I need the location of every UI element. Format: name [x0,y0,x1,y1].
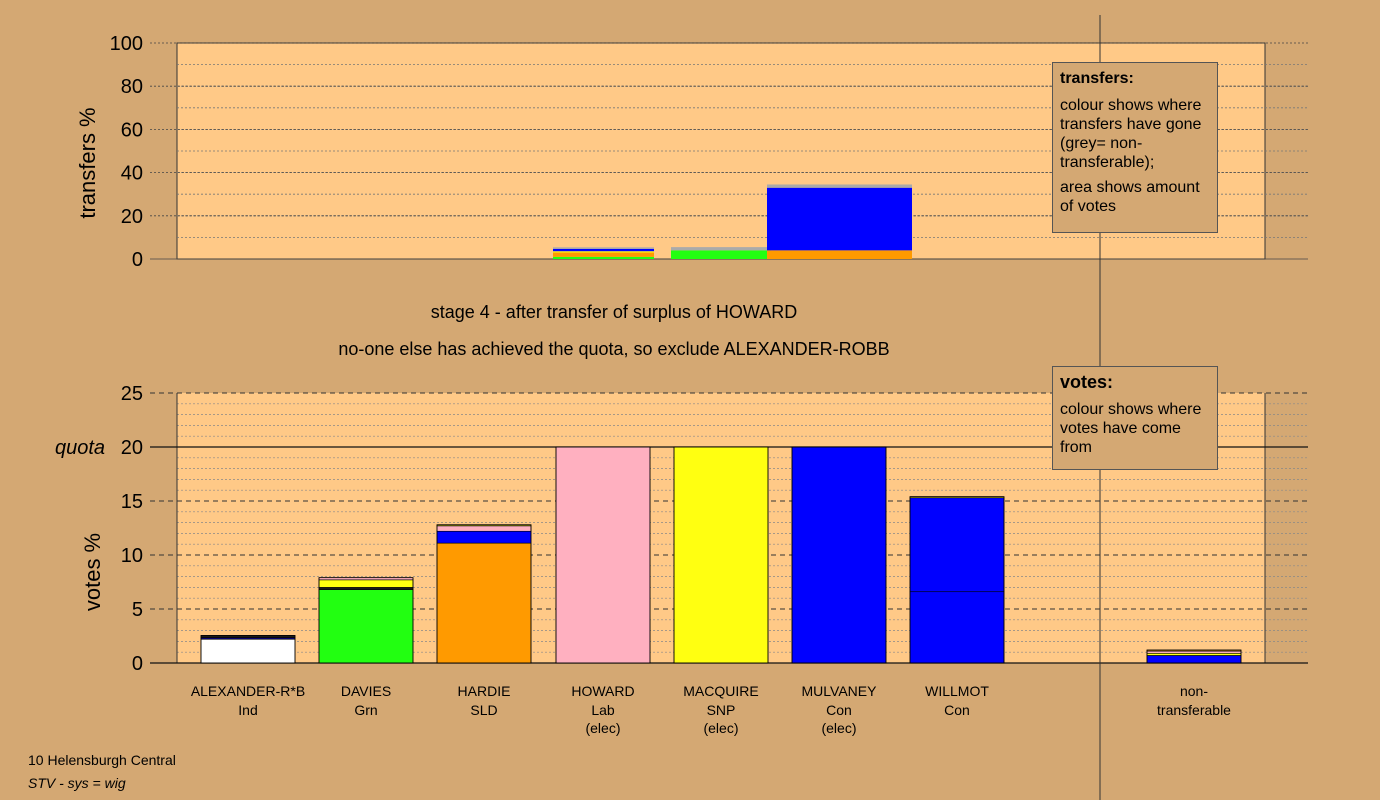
vote-bar-segment [909,591,1005,664]
transfers-tick-label: 0 [132,249,143,271]
transfers-tick-label: 40 [121,163,143,185]
candidate-status-label: (elec) [703,720,738,736]
transfer-segment [553,256,654,259]
candidate-status-label: (elec) [585,720,620,736]
legend-transfers-text2: area shows amount of votes [1060,179,1200,215]
transfer-segment [671,247,771,251]
candidate-party-label: Con [944,702,970,718]
candidate-name-label: HARDIE [458,683,511,699]
candidate-party-label: Ind [238,702,257,718]
transfers-tick-label: 60 [121,119,143,141]
vote-bar-segment [436,525,532,532]
vote-bar-segment [909,497,1005,593]
vote-bar-segment [318,587,414,590]
candidate-name-label: ALEXANDER-R*B [191,683,305,699]
transfer-segment [553,251,654,253]
transfers-tick-label: 80 [121,76,143,98]
candidate-party-label: Lab [591,702,615,718]
vote-bar-outline [200,635,296,664]
votes-tick-label: 15 [121,491,143,513]
transfer-segment [767,187,912,251]
vote-bar-outline [1146,649,1242,664]
candidate-name-label: WILLMOT [925,683,989,699]
legend-transfers-title: transfers: [1060,70,1134,87]
transfers-tick-label: 20 [121,206,143,228]
transfers-tick-label: 100 [110,33,143,55]
footer-ward: 10 Helensburgh Central [28,752,176,768]
vote-bar-outline [909,496,1005,664]
candidate-party-label: Con [826,702,852,718]
vote-bar-segment [555,446,651,664]
transfer-segment [671,250,771,259]
votes-tick-label: 10 [121,545,143,567]
vote-bar-segment [1146,652,1242,656]
nontransferable-label: non- [1180,683,1208,699]
candidate-name-label: DAVIES [341,683,391,699]
vote-bar-segment [791,446,887,664]
candidate-name-label: HOWARD [571,683,634,699]
votes-tick-label: 25 [121,383,143,405]
transfer-segment [767,250,912,259]
quota-label: quota [55,437,105,459]
votes-tick-label: 20 [121,437,143,459]
vote-bar-outline [436,524,532,664]
transfer-segment [553,252,654,257]
nontransferable-label: transferable [1157,702,1231,718]
candidate-name-label: MACQUIRE [683,683,758,699]
legend-votes-text: colour shows where votes have come from [1060,401,1202,456]
vote-bar-segment [318,589,414,664]
legend-votes: votes: colour shows where votes have com… [1052,366,1218,470]
candidate-status-label: (elec) [821,720,856,736]
candidate-party-label: SLD [470,702,497,718]
candidate-party-label: Grn [354,702,377,718]
votes-tick-label: 0 [132,653,143,675]
votes-tick-label: 5 [132,599,143,621]
vote-bar-segment [1146,655,1242,664]
transfers-y-axis-label: transfers % [75,107,100,218]
transfer-segment [553,248,654,252]
vote-bar-outline [555,446,651,664]
exclusion-note: no-one else has achieved the quota, so e… [338,339,889,359]
vote-bar-segment [1146,650,1242,654]
candidate-party-label: SNP [707,702,736,718]
vote-bar-outline [318,577,414,664]
transfer-segment [553,247,654,249]
legend-transfers-text1: colour shows where transfers have gone (… [1060,97,1202,171]
footer-system: STV - sys = wig [28,775,126,791]
votes-y-axis-label: votes % [80,533,105,611]
vote-bar-outline [673,446,769,664]
legend-votes-title: votes: [1060,372,1114,392]
transfer-segment [767,184,912,188]
vote-bar-segment [436,530,532,544]
vote-bar-segment [318,579,414,588]
stage-heading: stage 4 - after transfer of surplus of H… [431,302,797,322]
vote-bar-segment [200,638,296,664]
vote-bar-segment [673,446,769,664]
legend-transfers: transfers: colour shows where transfers … [1052,62,1218,233]
vote-bar-segment [436,542,532,664]
candidate-name-label: MULVANEY [802,683,878,699]
vote-bar-outline [791,446,887,664]
